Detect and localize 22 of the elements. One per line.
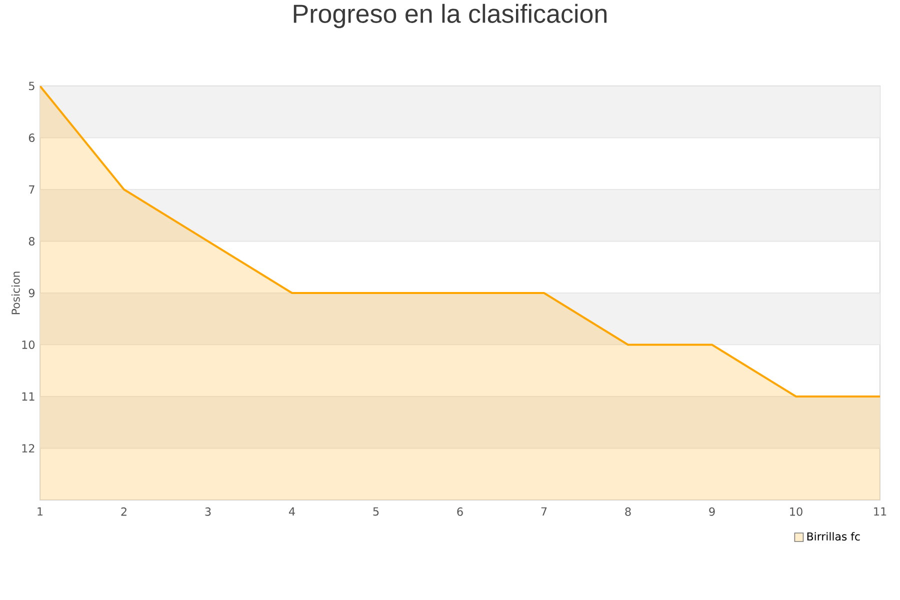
y-tick-label: 7 [29, 185, 34, 194]
y-axis-title: Posicion [11, 272, 20, 314]
y-tick-label: 10 [22, 340, 35, 349]
x-tick-label: 9 [709, 507, 715, 516]
x-tick-label: 1 [38, 507, 43, 516]
x-tick-label: 4 [288, 507, 295, 516]
x-tick-label: 8 [625, 507, 631, 516]
x-tick-label: 3 [205, 507, 211, 516]
x-tick-label: 11 [874, 507, 886, 516]
x-tick-label: 6 [457, 507, 463, 516]
x-tick-label: 2 [121, 507, 126, 516]
chart-title: Progreso en la clasificacion [294, 4, 606, 28]
y-tick-label: 9 [28, 288, 34, 298]
y-tick-label: 11 [22, 392, 34, 401]
y-tick-label: 8 [28, 237, 35, 246]
x-tick-label: 7 [541, 507, 547, 516]
y-tick-label: 6 [28, 134, 35, 142]
y-tick-label: 12 [22, 444, 34, 452]
x-tick-label: 5 [373, 507, 379, 516]
legend-label: Birrillas fc [807, 532, 860, 541]
y-tick-label: 5 [29, 82, 34, 90]
x-tick-label: 10 [790, 507, 802, 516]
